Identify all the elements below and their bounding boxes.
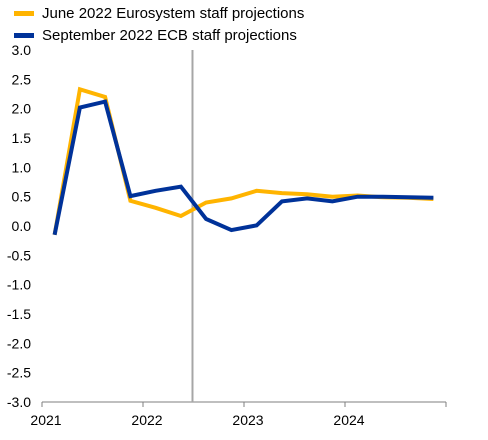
legend-swatch-june (14, 10, 34, 16)
y-tick-label: -1.0 (7, 277, 31, 293)
legend-label-september: September 2022 ECB staff projections (42, 26, 297, 44)
y-tick-label: 0.0 (12, 218, 32, 234)
legend-item-june: June 2022 Eurosystem staff projections (14, 2, 304, 24)
y-tick-label: 3.0 (12, 42, 32, 58)
y-tick-label: -2.5 (7, 365, 31, 381)
x-tick-label: 2023 (232, 412, 263, 428)
x-tick-label: 2022 (131, 412, 162, 428)
legend-swatch-september (14, 32, 34, 38)
x-tick-label: 2024 (333, 412, 364, 428)
legend-item-september: September 2022 ECB staff projections (14, 24, 304, 46)
y-tick-label: -3.0 (7, 394, 31, 410)
chart-legend: June 2022 Eurosystem staff projections S… (14, 2, 304, 46)
series-line-june (52, 86, 434, 236)
y-tick-label: -2.0 (7, 335, 31, 351)
series-line-september (52, 99, 434, 236)
x-tick-label: 2021 (30, 412, 61, 428)
y-tick-label: -0.5 (7, 247, 31, 263)
y-tick-label: 2.0 (12, 101, 32, 117)
y-tick-label: 2.5 (12, 71, 32, 87)
y-tick-label: 1.0 (12, 159, 32, 175)
legend-label-june: June 2022 Eurosystem staff projections (42, 4, 305, 22)
y-tick-label: 1.5 (12, 130, 32, 146)
y-tick-label: 0.5 (12, 189, 32, 205)
y-tick-label: -1.5 (7, 306, 31, 322)
